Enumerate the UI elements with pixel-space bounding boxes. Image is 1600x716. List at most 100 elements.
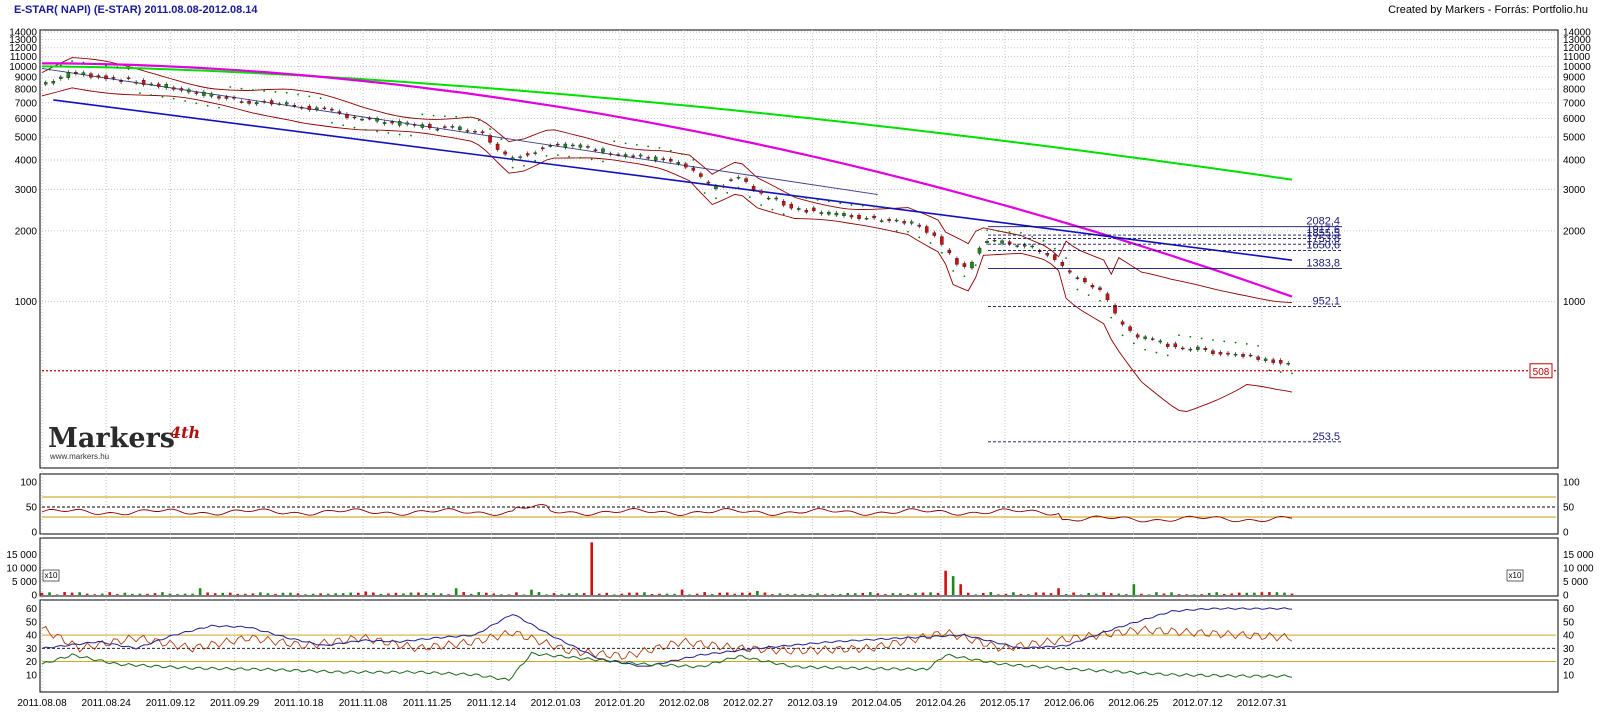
x-tick-label: 2011.11.08 [339,698,388,709]
candle-body [435,129,440,131]
price-y-tick-left: 9000 [15,73,38,84]
sar-dot [1132,342,1135,345]
fib-level-label: 1855,5 [1306,227,1340,239]
volume-bar [1170,592,1173,595]
sar-dot [1008,231,1011,233]
volume-bar [710,593,714,595]
sar-dot [410,134,412,137]
x-tick-label: 2012.04.26 [916,698,966,709]
candle-body [149,83,153,86]
candle-body [66,72,71,78]
volume-bar [620,593,624,595]
dmi-y-tick-right: 60 [1563,604,1575,615]
volume-bar [417,592,420,595]
volume-panel [39,537,1559,597]
candle-body [759,190,763,194]
volume-bar [116,594,119,595]
candle-body [556,143,560,146]
volume-bar [545,594,548,595]
grid-layer [41,30,1556,692]
candle-body [345,114,349,118]
volume-bar [341,593,345,595]
sar-dot [1020,231,1022,234]
volume-bar [356,592,360,595]
sar-dot [376,130,378,133]
candle-body [217,96,221,99]
candle-body [89,73,93,78]
volume-bar [454,588,458,595]
volume-bar [1027,594,1030,595]
volume-bar [575,593,578,595]
volume-multiplier-box-right [1506,569,1524,582]
candle-body [706,181,711,184]
sar-dot [952,270,955,272]
sar-dot [353,126,356,129]
candle-body [729,179,733,181]
candle-body [1045,253,1050,256]
candle-body [1037,250,1042,252]
volume-bar [635,592,639,595]
volume-bar [1162,593,1166,595]
candle-body [141,79,146,85]
sar-dot [206,104,209,107]
fib-level-label: 1650,6 [1306,239,1340,251]
candle-body [1128,326,1132,331]
candle-body [541,147,545,150]
volume-bar [1034,592,1038,595]
candle-body [699,173,703,177]
candle-body [797,208,801,210]
volume-bar [176,594,179,595]
sar-dot [466,116,469,119]
x-tick-label: 2012.06.25 [1108,698,1158,709]
price-y-tick-right: 2000 [1563,226,1586,237]
sar-dot [963,275,966,278]
volume-bar [131,593,134,595]
candle-body [337,111,342,114]
volume-bar [831,594,834,595]
candle-body [59,76,63,79]
candle-body [842,213,846,216]
candle-body [804,209,809,213]
x-tick-label: 2011.12.14 [467,698,517,709]
volume-bar [899,593,902,595]
sar-dot [839,202,842,205]
sar-dot [398,133,401,136]
candle-body [1181,347,1185,350]
volume-bar [1140,593,1143,595]
volume-bar [801,594,804,595]
candle-body [194,92,199,94]
volume-bar [326,593,330,595]
volume-bar [1215,592,1218,595]
candle-body [1135,334,1140,338]
sar-dot [116,66,119,69]
price-y-tick-right: 10000 [1563,62,1591,73]
volume-bar [658,593,661,595]
candle-body [1188,348,1193,351]
volume-bar [1094,593,1098,595]
trend-line-lower [53,99,1293,261]
axis-labels: 2011.08.08 2011.08.24 2011.09.12 2011.09.29… [6,28,1594,710]
dmi-y-tick-right: 50 [1563,617,1575,628]
volume-bar [974,594,978,595]
candle-body [488,135,492,143]
candle-body [1263,358,1268,361]
candle-body [322,107,327,110]
candle-body [1286,363,1290,365]
sar-dot [681,153,683,155]
sar-dot [263,90,266,92]
volume-bar [530,589,533,595]
rsi-line [41,504,1293,523]
fib-level-label: 253,5 [1312,431,1340,443]
candle-body [232,97,236,99]
sar-dot [624,142,627,145]
sar-dot [1189,335,1192,338]
sar-dot [523,164,525,167]
candle-body [608,153,613,155]
volume-bar [304,594,307,595]
volume-multiplier-right: x10 [1509,571,1522,580]
candle-body [1248,354,1253,357]
sar-dot [443,115,446,118]
volume-bar [424,593,428,595]
candle-body [744,178,748,182]
